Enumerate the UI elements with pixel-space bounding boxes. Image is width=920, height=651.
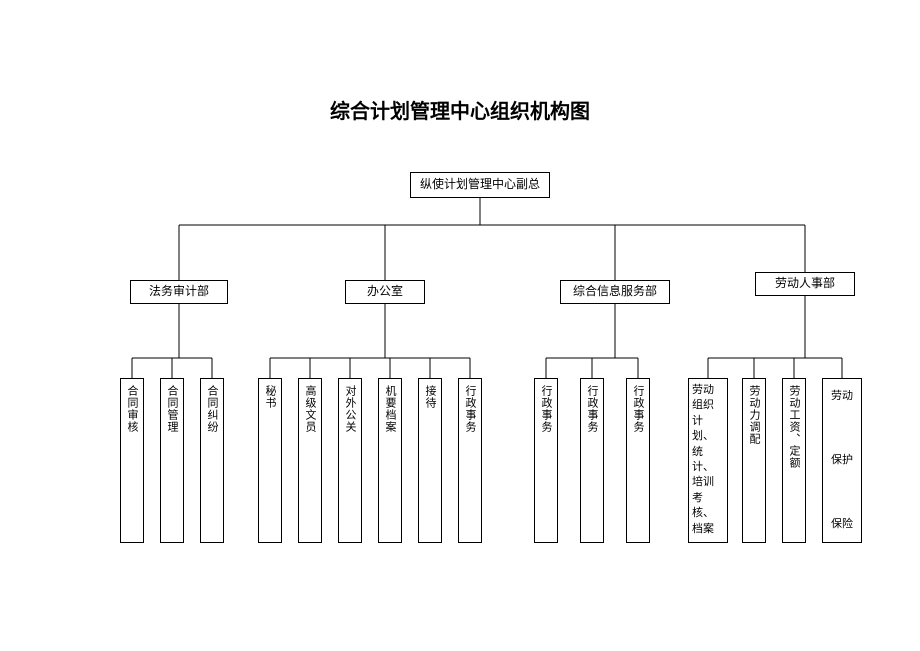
chart-title: 综合计划管理中心组织机构图 [0, 95, 920, 124]
dept-node-hr: 劳动人事部 [755, 272, 855, 296]
dept-node-info: 综合信息服务部 [560, 280, 670, 304]
leaf-hr-2: 劳动工资、定额 [782, 378, 806, 543]
dept-node-legal: 法务审计部 [130, 280, 228, 304]
leaf-info-0: 行政事务 [534, 378, 558, 543]
leaf-legal-1: 合同管理 [160, 378, 184, 543]
root-node: 纵使计划管理中心副总 [410, 172, 550, 198]
leaf-office-2: 对外公关 [338, 378, 362, 543]
leaf-info-1: 行政事务 [580, 378, 604, 543]
dept-node-office: 办公室 [345, 280, 425, 304]
leaf-office-0: 秘书 [258, 378, 282, 543]
leaf-office-1: 高级文员 [298, 378, 322, 543]
leaf-office-5: 行政事务 [458, 378, 482, 543]
leaf-info-2: 行政事务 [626, 378, 650, 543]
leaf-hr-3: 劳动保护保险 [822, 378, 862, 543]
leaf-legal-0: 合同审核 [120, 378, 144, 543]
leaf-office-3: 机要档案 [378, 378, 402, 543]
leaf-office-4: 接待 [418, 378, 442, 543]
leaf-hr-1: 劳动力调配 [742, 378, 766, 543]
leaf-legal-2: 合同纠纷 [200, 378, 224, 543]
leaf-hr-0: 劳动组织计划、统计、培训考核、档案 [688, 378, 728, 543]
